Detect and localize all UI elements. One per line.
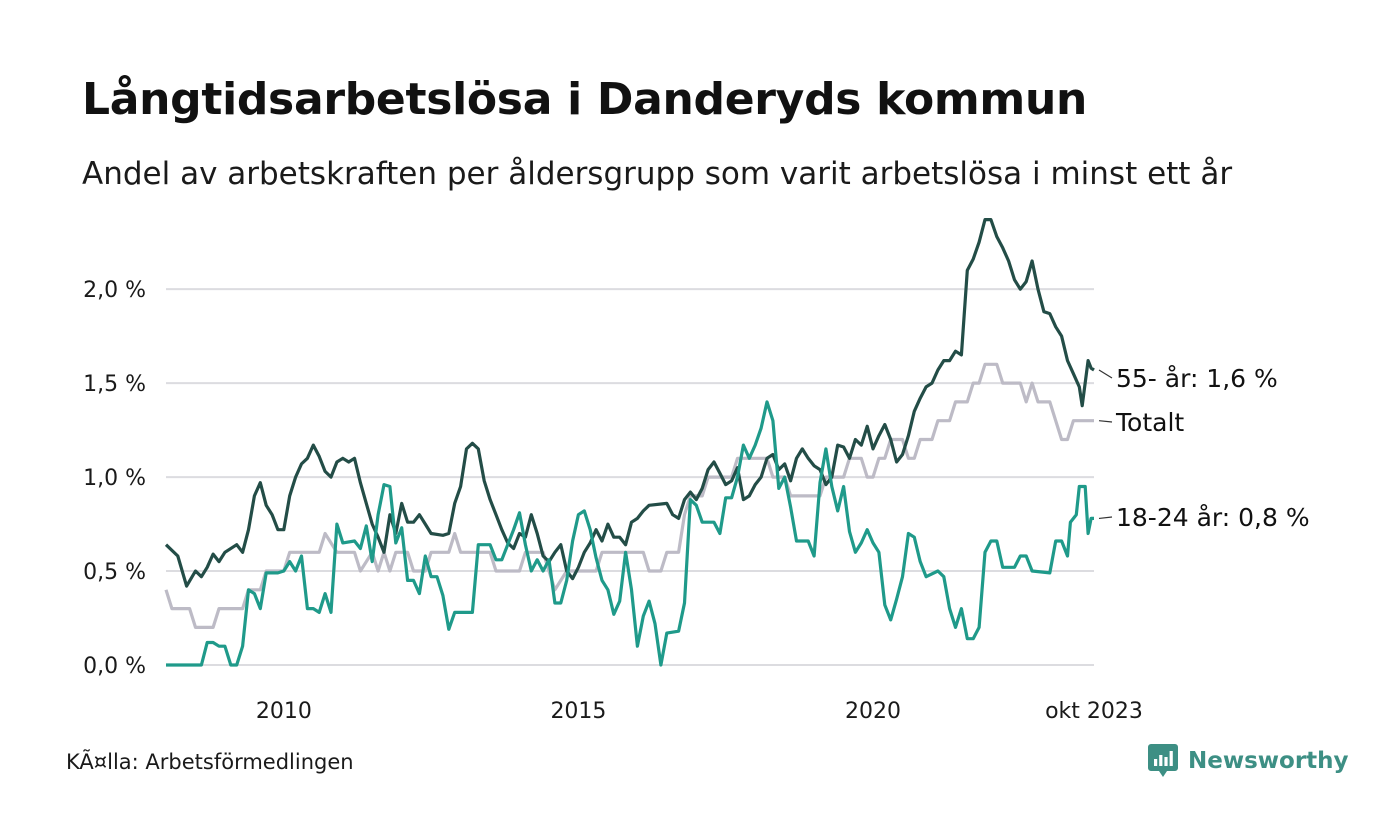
- series-line-totalt: [164, 362, 1094, 629]
- chart-subtitle: Andel av arbetskraften per åldersgrupp s…: [82, 156, 1233, 192]
- x-tick-label: 2020: [845, 699, 901, 724]
- newsworthy-logo-icon: [1148, 744, 1178, 777]
- x-tick-label: 2010: [256, 699, 312, 724]
- y-tick-label: 0,5 %: [83, 560, 146, 585]
- series-end-label: 55- år: 1,6 %: [1116, 364, 1278, 393]
- x-tick-label: okt 2023: [1045, 699, 1143, 724]
- series-line-18-24-r: [166, 400, 1094, 667]
- brand: Newsworthy: [1148, 744, 1349, 778]
- label-leader: [1098, 420, 1113, 423]
- source-note: KÃ¤lla: Arbetsförmedlingen: [66, 750, 354, 774]
- y-tick-label: 1,5 %: [83, 372, 146, 397]
- series-end-label: 18-24 år: 0,8 %: [1116, 503, 1310, 532]
- x-tick-label: 2015: [550, 699, 606, 724]
- brand-name: Newsworthy: [1188, 748, 1349, 774]
- y-tick-label: 1,0 %: [83, 466, 146, 491]
- series-end-labels: Totalt 55- år: 1,6 % 18-24 år: 0,8 %: [1098, 364, 1310, 532]
- y-axis-ticks: 0,0 % 0,5 % 1,0 % 1,5 % 2,0 %: [83, 278, 146, 679]
- y-tick-label: 0,0 %: [83, 654, 146, 679]
- y-tick-label: 2,0 %: [83, 278, 146, 303]
- grid-lines: [166, 288, 1094, 666]
- series-end-label: Totalt: [1115, 408, 1184, 437]
- label-leader: [1098, 516, 1113, 520]
- x-axis-ticks: 2010 2015 2020 okt 2023: [256, 699, 1143, 724]
- label-leader: [1098, 369, 1113, 379]
- series-line-55-r: [164, 218, 1095, 588]
- series-lines: [164, 218, 1095, 667]
- chart-title: Långtidsarbetslösa i Danderyds kommun: [82, 74, 1088, 125]
